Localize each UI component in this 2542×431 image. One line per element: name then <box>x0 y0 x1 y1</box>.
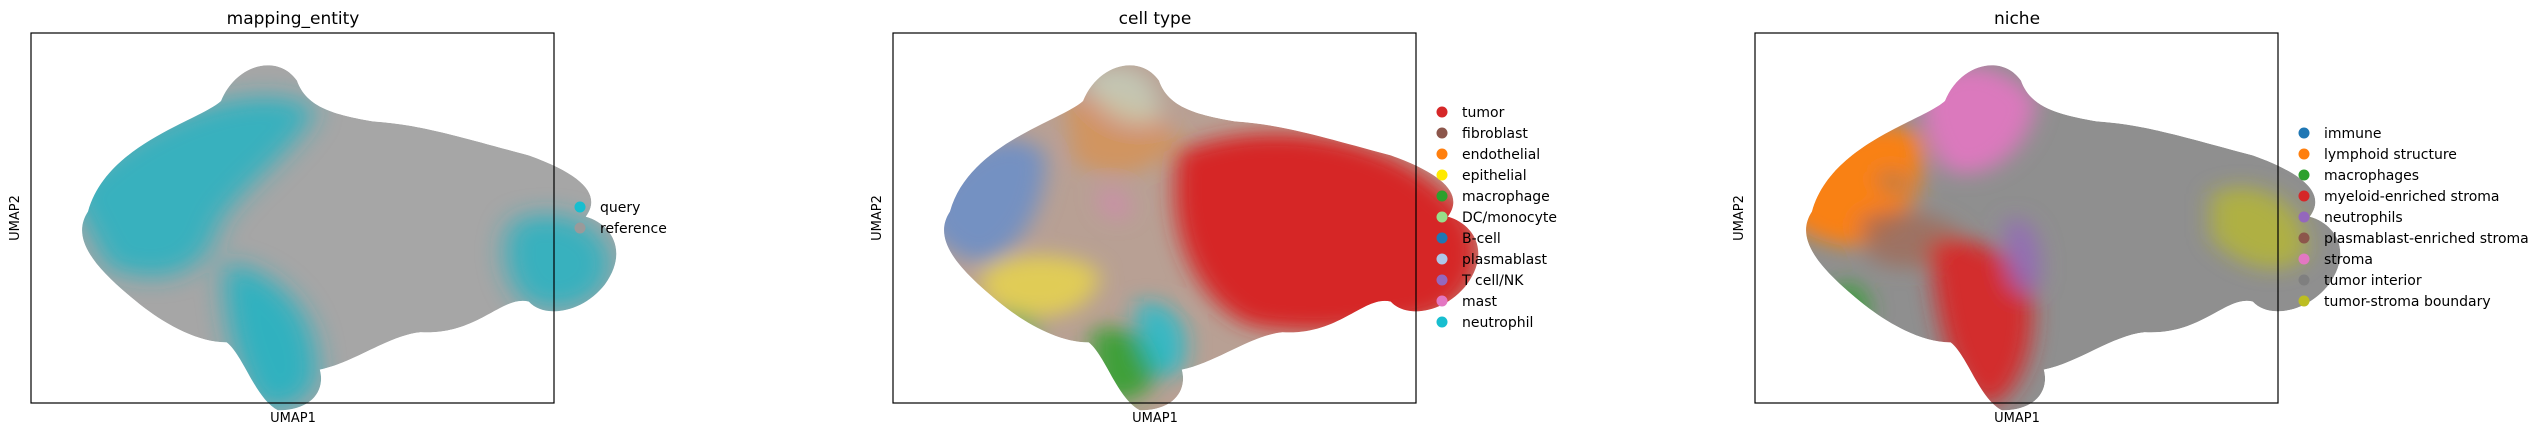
blob-neutrophil <box>1136 301 1187 377</box>
legend-label: mast <box>1462 294 1498 310</box>
legend-marker <box>574 222 586 234</box>
legend-marker <box>2298 253 2310 265</box>
legend-marker <box>2298 190 2310 202</box>
legend-label: tumor <box>1462 105 1505 121</box>
legend-marker <box>1436 211 1448 223</box>
x-axis-label: UMAP1 <box>270 411 316 426</box>
legend-marker <box>1436 316 1448 328</box>
y-axis-label: UMAP2 <box>870 195 885 241</box>
legend-label: neutrophils <box>2324 210 2403 226</box>
legend-label: plasmablast <box>1462 252 1548 268</box>
legend-marker <box>1436 148 1448 160</box>
legend-marker <box>2298 211 2310 223</box>
legend-marker <box>1436 127 1448 139</box>
legend-label: macrophages <box>2324 168 2419 184</box>
legend-label: neutrophil <box>1462 315 1533 331</box>
legend-label: fibroblast <box>1462 126 1528 142</box>
legend: tumor fibroblast endothelial epithelial macr… <box>1436 105 1557 331</box>
blob-stroma <box>1922 65 2037 174</box>
legend-marker <box>2298 232 2310 244</box>
blob-boundary <box>2211 187 2307 269</box>
legend-label: DC/monocyte <box>1462 210 1557 226</box>
legend-label: query <box>600 200 640 216</box>
legend: query reference <box>574 200 667 237</box>
blob-epithelial <box>980 255 1099 317</box>
panel-cell-type: cell type UMAP1 UMAP2 tumor fibroblast end… <box>870 9 1557 426</box>
plot-frame <box>30 32 555 404</box>
legend-label: immune <box>2324 126 2382 142</box>
legend-marker <box>574 201 586 213</box>
x-axis-label: UMAP1 <box>1132 411 1178 426</box>
plot-frame <box>892 32 1417 404</box>
chart-title: cell type <box>1119 9 1192 29</box>
legend-marker <box>2298 169 2310 181</box>
legend-label: macrophage <box>1462 189 1550 205</box>
chart-title: niche <box>1994 9 2040 29</box>
legend-marker <box>1436 169 1448 181</box>
blob-plasmablast <box>1083 66 1160 124</box>
legend-marker <box>1436 232 1448 244</box>
legend-label: stroma <box>2324 252 2373 268</box>
blob-mast <box>1097 187 1131 221</box>
point-cloud <box>944 65 1479 411</box>
legend-marker <box>2298 148 2310 160</box>
legend-label: endothelial <box>1462 147 1540 163</box>
legend-label: tumor interior <box>2324 273 2422 289</box>
legend-label: lymphoid structure <box>2324 147 2457 163</box>
legend-label: reference <box>600 221 667 237</box>
legend-marker <box>1436 190 1448 202</box>
legend-marker <box>1436 295 1448 307</box>
legend-label: T cell/NK <box>1461 273 1524 289</box>
point-cloud <box>82 65 617 411</box>
blob-immune <box>1879 170 1908 195</box>
legend-label: B-cell <box>1462 231 1501 247</box>
legend-marker <box>2298 295 2310 307</box>
point-cloud <box>1806 65 2341 411</box>
blob-neutrophils <box>2005 218 2041 296</box>
legend-label: myeloid-enriched stroma <box>2324 189 2500 205</box>
legend-label: tumor-stroma boundary <box>2324 294 2491 310</box>
legend-marker <box>2298 274 2310 286</box>
legend: immune lymphoid structure macrophages myelo… <box>2298 126 2529 310</box>
legend-marker <box>1436 274 1448 286</box>
legend-label: epithelial <box>1462 168 1527 184</box>
legend-label: plasmablast-enriched stroma <box>2324 231 2529 247</box>
blob-tumor <box>1174 133 1479 331</box>
plot-frame <box>1754 32 2279 404</box>
legend-marker <box>1436 106 1448 118</box>
panel-niche: niche UMAP1 UMAP2 immune lymphoid structu… <box>1732 9 2529 426</box>
x-axis-label: UMAP1 <box>1994 411 2040 426</box>
y-axis-label: UMAP2 <box>1732 195 1747 241</box>
legend-marker <box>1436 253 1448 265</box>
chart-title: mapping_entity <box>227 9 360 29</box>
panel-mapping-entity: mapping_entity UMAP1 UMAP2 query referenc… <box>8 9 667 426</box>
legend-marker <box>2298 127 2310 139</box>
y-axis-label: UMAP2 <box>8 195 23 241</box>
